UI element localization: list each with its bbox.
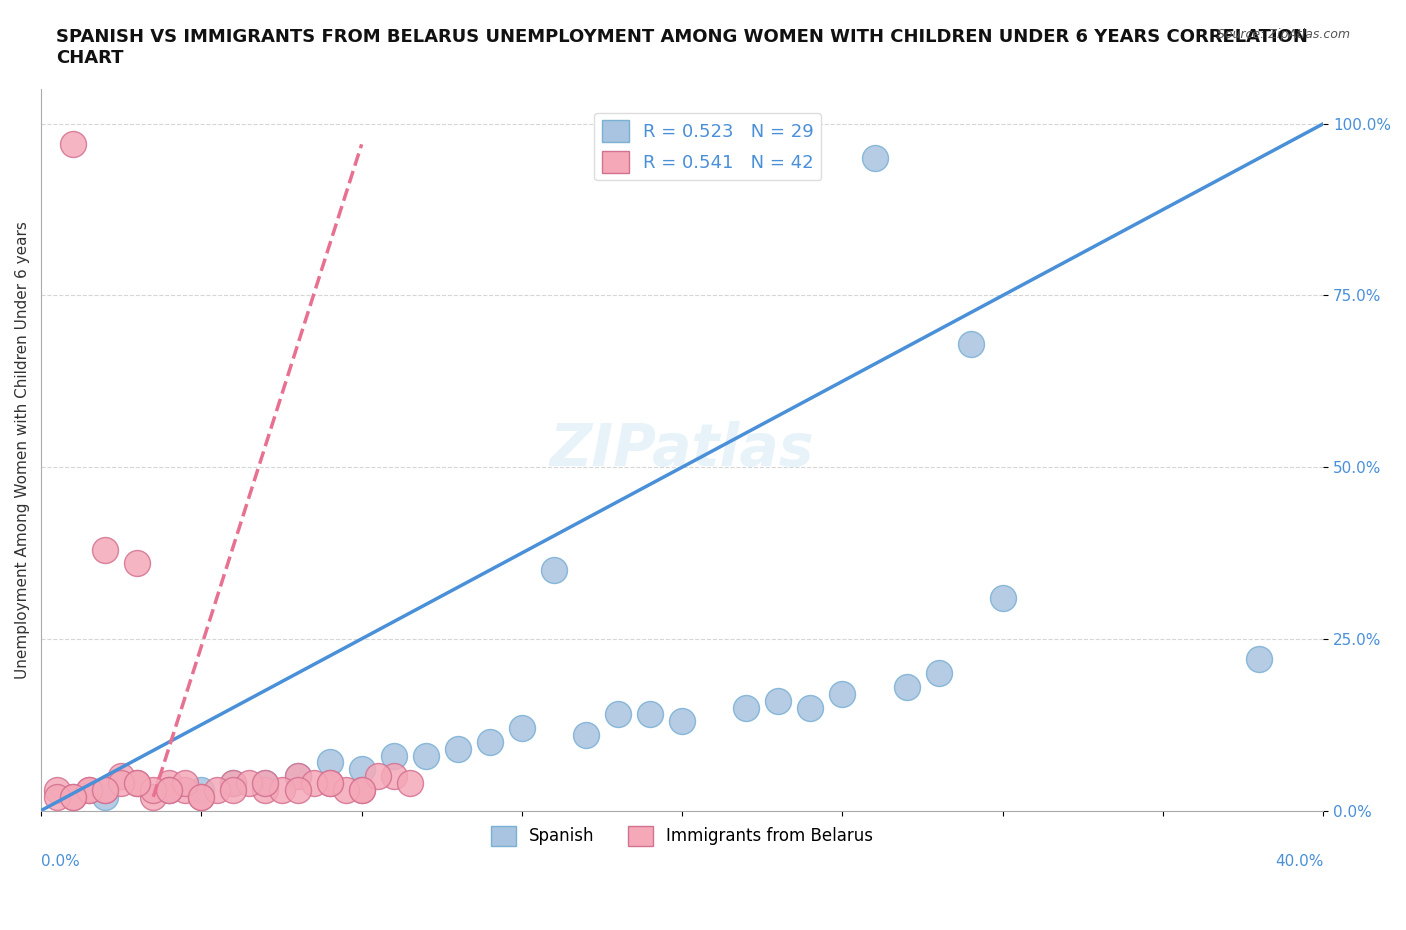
Point bbox=[447, 741, 470, 756]
Point bbox=[207, 782, 229, 797]
Point bbox=[335, 782, 357, 797]
Point bbox=[254, 782, 277, 797]
Point bbox=[367, 769, 389, 784]
Point bbox=[415, 748, 437, 763]
Text: Source: ZipAtlas.com: Source: ZipAtlas.com bbox=[1216, 28, 1350, 41]
Point bbox=[270, 782, 292, 797]
Text: SPANISH VS IMMIGRANTS FROM BELARUS UNEMPLOYMENT AMONG WOMEN WITH CHILDREN UNDER : SPANISH VS IMMIGRANTS FROM BELARUS UNEMP… bbox=[56, 28, 1308, 67]
Point bbox=[142, 790, 165, 804]
Text: 40.0%: 40.0% bbox=[1275, 854, 1323, 869]
Point bbox=[94, 782, 117, 797]
Point bbox=[398, 776, 420, 790]
Point bbox=[110, 769, 132, 784]
Point bbox=[382, 748, 405, 763]
Point bbox=[238, 776, 260, 790]
Point bbox=[638, 707, 661, 722]
Legend: Spanish, Immigrants from Belarus: Spanish, Immigrants from Belarus bbox=[484, 819, 880, 853]
Point bbox=[157, 776, 180, 790]
Point bbox=[222, 776, 245, 790]
Point bbox=[174, 782, 197, 797]
Point bbox=[350, 762, 373, 777]
Point bbox=[222, 776, 245, 790]
Point bbox=[543, 563, 565, 578]
Point bbox=[127, 556, 149, 571]
Point bbox=[318, 755, 340, 770]
Point bbox=[222, 782, 245, 797]
Point bbox=[991, 591, 1014, 605]
Point bbox=[302, 776, 325, 790]
Point bbox=[190, 790, 212, 804]
Point bbox=[287, 769, 309, 784]
Point bbox=[896, 680, 918, 695]
Point bbox=[831, 686, 853, 701]
Point bbox=[77, 782, 100, 797]
Point bbox=[46, 790, 69, 804]
Point bbox=[671, 714, 693, 729]
Point bbox=[510, 721, 533, 736]
Point bbox=[157, 782, 180, 797]
Text: 0.0%: 0.0% bbox=[41, 854, 80, 869]
Point bbox=[287, 769, 309, 784]
Point bbox=[94, 790, 117, 804]
Point bbox=[127, 776, 149, 790]
Point bbox=[62, 137, 84, 152]
Point bbox=[928, 666, 950, 681]
Point bbox=[157, 782, 180, 797]
Point bbox=[77, 782, 100, 797]
Point bbox=[863, 151, 886, 166]
Point bbox=[110, 776, 132, 790]
Point bbox=[382, 769, 405, 784]
Point bbox=[703, 151, 725, 166]
Point bbox=[1249, 652, 1271, 667]
Point bbox=[318, 776, 340, 790]
Point bbox=[478, 735, 501, 750]
Point bbox=[350, 782, 373, 797]
Point bbox=[254, 776, 277, 790]
Point bbox=[735, 700, 758, 715]
Point bbox=[62, 790, 84, 804]
Point bbox=[174, 776, 197, 790]
Point bbox=[46, 782, 69, 797]
Text: ZIPatlas: ZIPatlas bbox=[550, 421, 814, 478]
Y-axis label: Unemployment Among Women with Children Under 6 years: Unemployment Among Women with Children U… bbox=[15, 221, 30, 679]
Point bbox=[768, 693, 790, 708]
Point bbox=[607, 707, 630, 722]
Point bbox=[62, 790, 84, 804]
Point bbox=[350, 782, 373, 797]
Point bbox=[142, 782, 165, 797]
Point bbox=[254, 776, 277, 790]
Point bbox=[318, 776, 340, 790]
Point bbox=[959, 336, 981, 351]
Point bbox=[190, 782, 212, 797]
Point bbox=[190, 790, 212, 804]
Point bbox=[94, 782, 117, 797]
Point bbox=[127, 776, 149, 790]
Point bbox=[157, 782, 180, 797]
Point bbox=[94, 542, 117, 557]
Point bbox=[575, 727, 598, 742]
Point bbox=[799, 700, 821, 715]
Point bbox=[287, 782, 309, 797]
